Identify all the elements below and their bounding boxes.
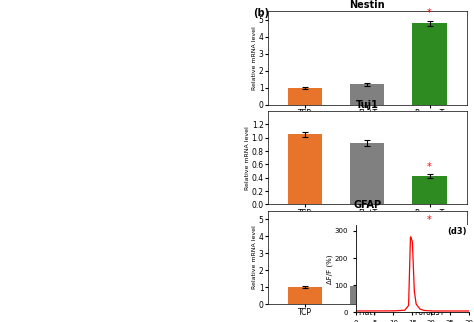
Bar — [288, 135, 322, 204]
Y-axis label: Relative mRNA level: Relative mRNA level — [245, 126, 250, 190]
Bar — [350, 84, 384, 105]
Bar — [412, 231, 447, 304]
Bar — [288, 88, 322, 105]
Bar — [288, 287, 322, 304]
Bar — [412, 176, 447, 204]
Y-axis label: Relative mRNA level: Relative mRNA level — [252, 26, 257, 90]
Y-axis label: ΔF/F (%): ΔF/F (%) — [327, 254, 333, 284]
Text: *: * — [427, 162, 432, 172]
Text: (b): (b) — [254, 8, 270, 18]
Bar — [350, 286, 384, 304]
Title: GFAP: GFAP — [353, 200, 382, 210]
Bar — [350, 143, 384, 204]
Text: (d3): (d3) — [447, 227, 467, 236]
Y-axis label: Relative mRNA level: Relative mRNA level — [252, 226, 257, 289]
Title: Tuj1: Tuj1 — [356, 100, 379, 110]
Text: *: * — [427, 215, 432, 225]
Text: *: * — [427, 8, 432, 18]
Bar — [412, 23, 447, 105]
Title: Nestin: Nestin — [349, 1, 385, 11]
